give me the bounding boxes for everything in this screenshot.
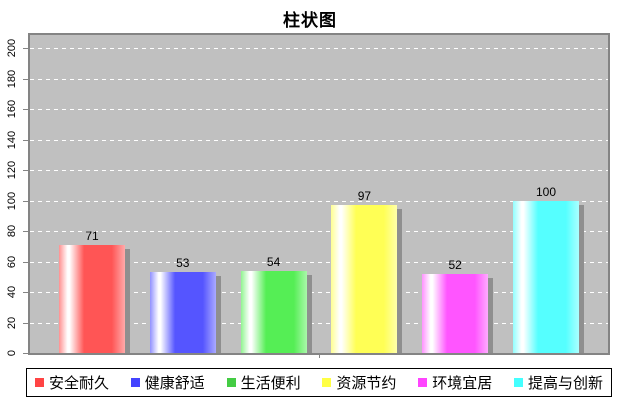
legend-item-6[interactable]: 提高与创新 (513, 372, 603, 393)
y-axis-tick-mark (23, 109, 28, 110)
gridline-y-200 (30, 48, 608, 49)
legend-swatch-icon (322, 378, 332, 387)
x-axis-tick-mark (319, 353, 320, 358)
y-axis-tick-label: 40 (6, 285, 18, 299)
legend-swatch-icon (513, 378, 523, 387)
bar-1[interactable] (59, 244, 125, 353)
legend-item-3[interactable]: 生活便利 (226, 372, 301, 393)
y-axis-tick-label: 120 (6, 160, 18, 180)
y-axis-tick-label: 180 (6, 69, 18, 88)
legend-swatch-icon (35, 378, 44, 387)
y-axis-tick-mark (23, 292, 28, 293)
legend: 安全耐久 健康舒适 生活便利 资源节约 环境宜居 提高与创新 (26, 368, 612, 397)
bar-value-label-3: 54 (266, 254, 281, 269)
legend-label: 健康舒适 (144, 375, 205, 392)
y-axis-tick-mark (23, 231, 28, 232)
bar-value-label-2: 53 (176, 256, 190, 271)
y-axis-tick-mark (23, 48, 28, 49)
legend-item-5[interactable]: 环境宜居 (418, 372, 492, 393)
y-axis-tick-mark (23, 353, 28, 354)
y-axis-tick-label: 140 (6, 130, 18, 149)
gridline-y-140 (30, 139, 608, 141)
y-axis-tick-label: 200 (6, 38, 18, 58)
y-axis-tick-mark (23, 200, 28, 202)
bar-value-label-6: 100 (535, 184, 557, 199)
legend-swatch-icon (418, 378, 428, 387)
y-axis-tick-mark (23, 139, 28, 141)
y-axis-tick-mark (23, 170, 28, 171)
y-axis-tick-label: 80 (6, 224, 18, 238)
gridline-y-160 (30, 109, 608, 110)
y-axis-tick-mark (23, 261, 28, 263)
legend-swatch-icon (130, 378, 140, 387)
bar-5[interactable] (422, 273, 489, 353)
y-axis-tick-label: 60 (6, 255, 18, 268)
bar-value-label-4: 97 (357, 189, 372, 204)
gridline-y-100 (30, 200, 608, 202)
plot-area (28, 33, 610, 355)
gridline-y-60 (30, 261, 608, 263)
legend-label: 环境宜居 (432, 375, 493, 392)
legend-label: 安全耐久 (49, 375, 110, 392)
chart-title: 柱状图 (283, 11, 337, 30)
legend-item-1[interactable]: 安全耐久 (35, 372, 109, 393)
legend-label: 资源节约 (336, 375, 397, 392)
gridline-y-40 (30, 292, 608, 293)
gridline-y-180 (30, 78, 608, 80)
y-axis-tick-mark (23, 322, 28, 324)
bar-2[interactable] (149, 272, 216, 353)
gridline-y-120 (30, 170, 608, 171)
gridline-y-20 (30, 322, 608, 324)
y-axis-tick-label: 20 (6, 316, 18, 329)
bar-4[interactable] (331, 205, 398, 353)
y-axis-tick-label: 0 (6, 349, 18, 357)
bar-value-label-1: 71 (85, 228, 99, 243)
y-axis-tick-label: 160 (6, 99, 18, 119)
legend-swatch-icon (226, 378, 236, 387)
legend-item-2[interactable]: 健康舒适 (130, 372, 205, 393)
y-axis-tick-mark (23, 78, 28, 80)
bar-6[interactable] (513, 200, 579, 353)
legend-label: 生活便利 (240, 375, 301, 392)
legend-label: 提高与创新 (527, 375, 603, 392)
gridline-y-80 (30, 231, 608, 232)
bar-3[interactable] (240, 270, 307, 353)
y-axis-tick-label: 100 (6, 191, 18, 210)
bar-value-label-5: 52 (448, 257, 462, 272)
legend-item-4[interactable]: 资源节约 (322, 372, 396, 393)
